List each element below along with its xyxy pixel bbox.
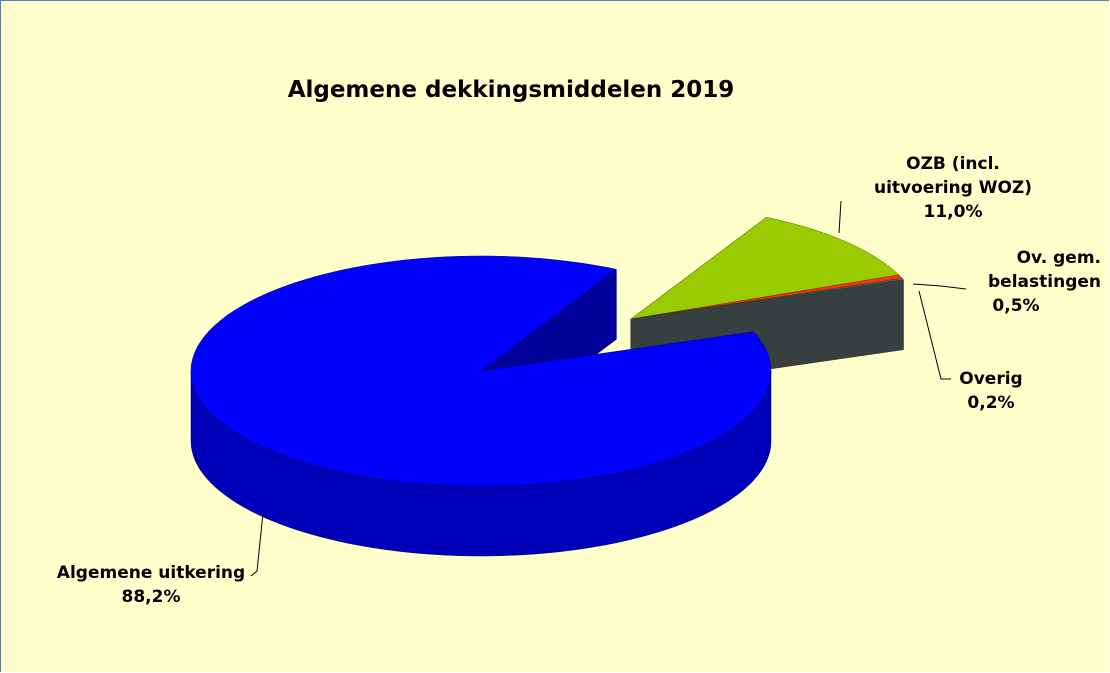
chart-title: Algemene dekkingsmiddelen 2019 [287, 77, 735, 103]
slice [630, 278, 904, 320]
slice [190, 255, 772, 487]
leader-line [912, 283, 967, 290]
leader-line [918, 290, 951, 380]
slice-label: Algemene uitkering [56, 563, 246, 583]
leader-line [838, 200, 842, 234]
slice-value-label: 11,0% [923, 202, 983, 222]
slice-label: Ov. gem. belastingen [988, 248, 1101, 292]
slice-value-label: 88,2% [121, 587, 181, 607]
slice-value-label: 0,2% [967, 393, 1015, 413]
slice-label: Overig [959, 369, 1023, 389]
slice-label: OZB (incl. uitvoering WOZ) [873, 154, 1033, 198]
leader-line [250, 512, 264, 577]
slice [630, 217, 900, 320]
slice-value-label: 0,5% [992, 296, 1040, 316]
